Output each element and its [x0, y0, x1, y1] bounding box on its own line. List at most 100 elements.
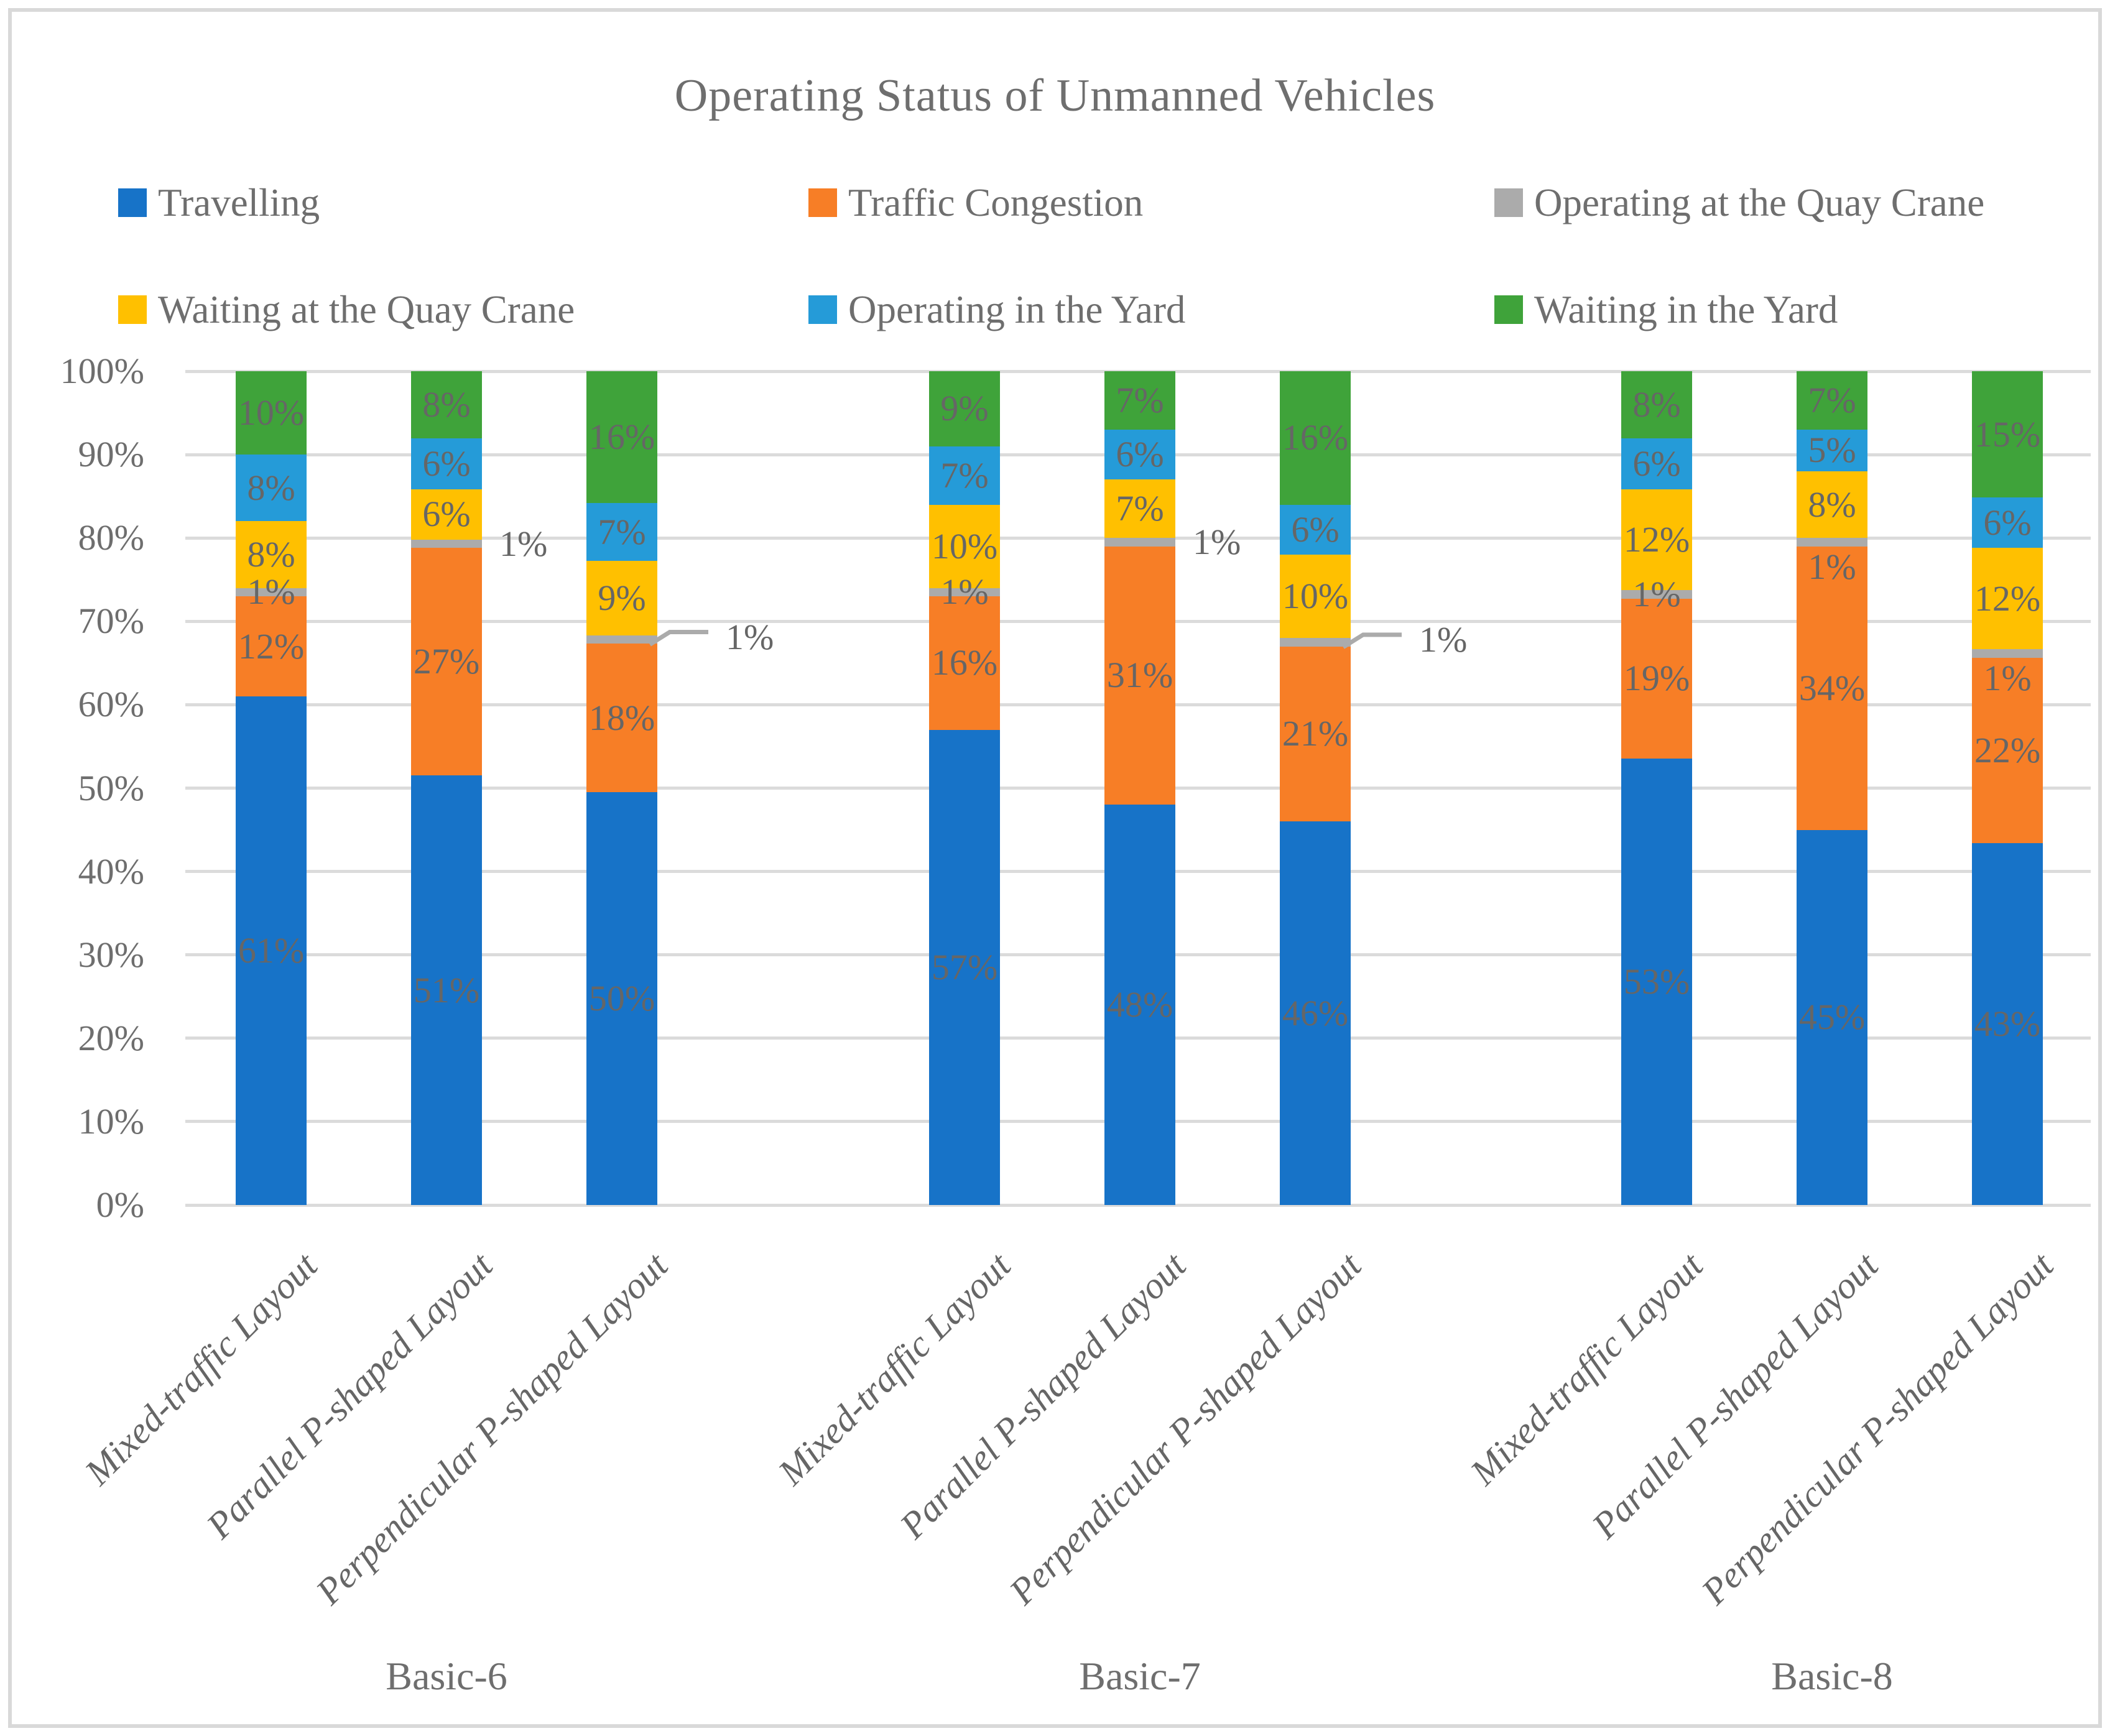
- legend-label: Traffic Congestion: [848, 180, 1144, 224]
- bar-0-label-traffic-congestion: 12%: [238, 626, 305, 667]
- bar-2-segment-waiting-at-the-quay-crane: [586, 561, 657, 635]
- bar-4-segment-waiting-at-the-quay-crane: [1104, 479, 1175, 538]
- bar-1-label-traffic-congestion: 27%: [413, 641, 480, 682]
- bar-0-segment-waiting-at-the-quay-crane: [236, 521, 307, 588]
- bar-2-segment-operating-in-the-yard: [586, 503, 657, 561]
- bar-5-label-operating-at-the-quay-crane: 1%: [1419, 619, 1468, 660]
- bar-3-segment-waiting-in-the-yard: [929, 371, 1000, 446]
- bar-2-label-travelling: 50%: [588, 978, 655, 1019]
- bar-5-segment-operating-in-the-yard: [1280, 504, 1351, 555]
- legend-swatch-operating-at-the-quay-crane-icon: [1494, 188, 1523, 217]
- legend-label: Waiting in the Yard: [1534, 287, 1838, 331]
- bar-8-label-operating-in-the-yard: 6%: [1983, 502, 2032, 543]
- bar-1-label-operating-in-the-yard: 6%: [422, 443, 471, 484]
- bar-7-label-traffic-congestion: 34%: [1798, 667, 1866, 708]
- y-axis-tick-label: 60%: [78, 684, 144, 725]
- bar-5-segment-travelling: [1280, 821, 1351, 1205]
- bar-0-segment-operating-at-the-quay-crane: [236, 588, 307, 597]
- callout-leader-bar-2: [649, 630, 708, 647]
- legend-swatch-waiting-at-the-quay-crane-icon: [118, 295, 147, 324]
- bar-3-label-waiting-at-the-quay-crane: 10%: [931, 525, 998, 566]
- bar-8-segment-waiting-in-the-yard: [1972, 371, 2043, 498]
- bar-4-segment-operating-in-the-yard: [1104, 429, 1175, 480]
- legend-item-waiting-at-the-quay-crane: Waiting at the Quay Crane: [118, 287, 575, 331]
- bar-4-segment-travelling: [1104, 805, 1175, 1205]
- x-axis-group-label-basic-7: Basic-7: [1079, 1654, 1201, 1698]
- y-axis-tick-label: 100%: [60, 351, 144, 391]
- legend-label: Waiting at the Quay Crane: [158, 287, 575, 331]
- y-axis-tick-label: 70%: [78, 601, 144, 642]
- bar-5-segment-waiting-at-the-quay-crane: [1280, 555, 1351, 639]
- bar-5-segment-operating-at-the-quay-crane: [1280, 638, 1351, 647]
- bar-4-label-travelling: 48%: [1106, 984, 1173, 1025]
- bar-5-label-traffic-congestion: 21%: [1282, 713, 1349, 754]
- bar-5-label-travelling: 46%: [1282, 992, 1349, 1033]
- callout-leader-bar-5: [1342, 632, 1402, 649]
- bar-2-label-traffic-congestion: 18%: [588, 697, 655, 738]
- bar-7-segment-waiting-at-the-quay-crane: [1797, 471, 1867, 538]
- legend-item-waiting-in-the-yard: Waiting in the Yard: [1494, 287, 1838, 331]
- bar-5-label-waiting-at-the-quay-crane: 10%: [1282, 576, 1349, 617]
- bar-8-label-travelling: 43%: [1974, 1003, 2041, 1044]
- y-axis-tick-label: 90%: [78, 434, 144, 475]
- bar-1-label-waiting-at-the-quay-crane: 6%: [422, 494, 471, 535]
- bar-0-label-waiting-in-the-yard: 10%: [238, 392, 305, 433]
- bar-1-label-travelling: 51%: [413, 969, 480, 1010]
- bar-0-label-operating-at-the-quay-crane: 1%: [247, 571, 295, 612]
- legend-item-travelling: Travelling: [118, 183, 320, 222]
- y-axis-tick-label: 40%: [78, 851, 144, 892]
- bar-3-label-travelling: 57%: [931, 946, 998, 987]
- legend-swatch-traffic-congestion-icon: [808, 188, 837, 217]
- bar-6-label-operating-at-the-quay-crane: 1%: [1632, 573, 1681, 614]
- y-axis-tick-label: 20%: [78, 1017, 144, 1058]
- gridline-0%: [185, 1203, 2091, 1207]
- bar-1-segment-operating-at-the-quay-crane: [411, 539, 482, 548]
- legend-swatch-travelling-icon: [118, 188, 147, 217]
- bar-8-segment-traffic-congestion: [1972, 657, 2043, 843]
- legend-item-traffic-congestion: Traffic Congestion: [808, 180, 1144, 224]
- legend-item-operating-in-the-yard: Operating in the Yard: [808, 287, 1186, 331]
- bar-1-label-operating-at-the-quay-crane: 1%: [499, 523, 548, 564]
- bar-7-segment-operating-in-the-yard: [1797, 429, 1867, 471]
- bar-7-label-operating-in-the-yard: 5%: [1808, 430, 1856, 471]
- bar-7-segment-travelling: [1797, 829, 1867, 1205]
- bar-8-label-traffic-congestion: 22%: [1974, 729, 2041, 770]
- bar-7-label-travelling: 45%: [1798, 997, 1866, 1038]
- bar-1-segment-waiting-at-the-quay-crane: [411, 489, 482, 540]
- bar-6-label-waiting-in-the-yard: 8%: [1632, 384, 1681, 425]
- bar-2-segment-travelling: [586, 792, 657, 1205]
- chart-title: Operating Status of Unmanned Vehicles: [674, 70, 1436, 121]
- bar-2-segment-traffic-congestion: [586, 644, 657, 793]
- bar-4-label-waiting-at-the-quay-crane: 7%: [1116, 488, 1164, 529]
- bar-3-label-waiting-in-the-yard: 9%: [940, 388, 989, 429]
- x-axis-group-label-basic-6: Basic-6: [386, 1654, 507, 1698]
- bar-6-label-waiting-at-the-quay-crane: 12%: [1623, 519, 1690, 560]
- bar-6-segment-travelling: [1621, 759, 1692, 1205]
- bar-2-segment-waiting-in-the-yard: [586, 371, 657, 504]
- bar-7-segment-waiting-in-the-yard: [1797, 371, 1867, 430]
- legend-label: Operating in the Yard: [848, 287, 1186, 331]
- bar-3-label-operating-in-the-yard: 7%: [940, 455, 989, 496]
- x-axis-group-label-basic-8: Basic-8: [1771, 1654, 1893, 1698]
- bar-3-segment-waiting-at-the-quay-crane: [929, 504, 1000, 588]
- bar-2-label-waiting-in-the-yard: 16%: [588, 417, 655, 458]
- bar-3-segment-traffic-congestion: [929, 596, 1000, 730]
- bar-6-segment-waiting-in-the-yard: [1621, 371, 1692, 439]
- bar-5-segment-waiting-in-the-yard: [1280, 371, 1351, 505]
- bar-3-label-traffic-congestion: 16%: [931, 642, 998, 683]
- bar-8-label-waiting-at-the-quay-crane: 12%: [1974, 578, 2041, 619]
- bar-1-segment-traffic-congestion: [411, 548, 482, 776]
- bar-2-segment-operating-at-the-quay-crane: [586, 635, 657, 644]
- bar-8-segment-travelling: [1972, 843, 2043, 1205]
- bar-7-label-waiting-in-the-yard: 7%: [1808, 379, 1856, 420]
- bar-0-segment-traffic-congestion: [236, 596, 307, 696]
- bar-8-segment-operating-at-the-quay-crane: [1972, 649, 2043, 658]
- bar-5-label-waiting-in-the-yard: 16%: [1282, 417, 1349, 458]
- legend-item-operating-at-the-quay-crane: Operating at the Quay Crane: [1494, 183, 1984, 222]
- bar-0-segment-waiting-in-the-yard: [236, 371, 307, 455]
- bar-1-segment-operating-in-the-yard: [411, 438, 482, 489]
- bar-0-label-operating-in-the-yard: 8%: [247, 467, 295, 508]
- legend-swatch-operating-in-the-yard-icon: [808, 295, 837, 324]
- bar-5-label-operating-in-the-yard: 6%: [1291, 509, 1340, 550]
